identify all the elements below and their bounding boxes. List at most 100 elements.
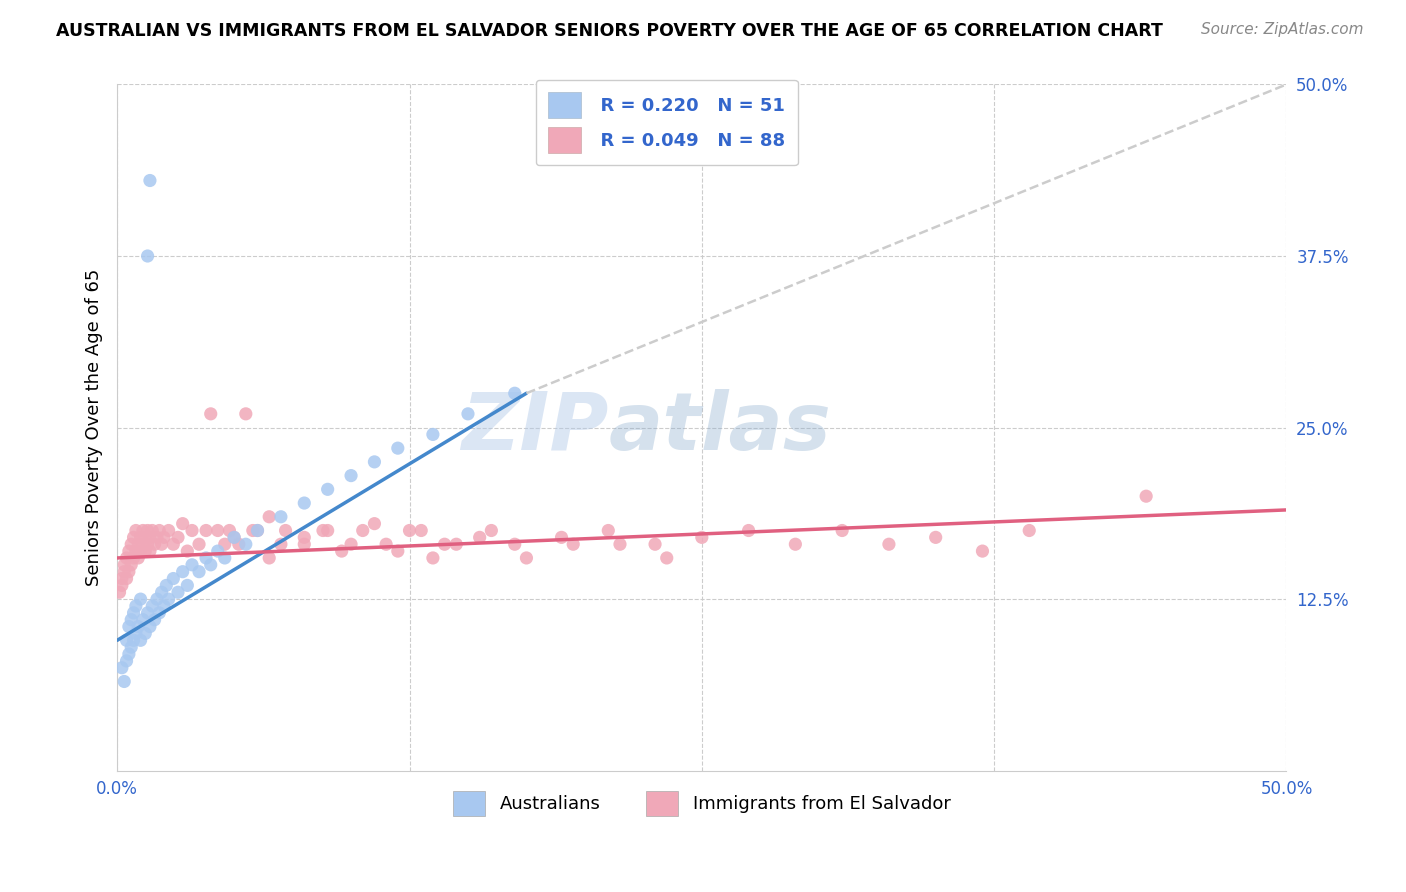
Point	[387, 544, 409, 558]
Point	[115, 572, 138, 586]
Point	[115, 633, 138, 648]
Point	[340, 537, 363, 551]
Point	[132, 524, 155, 538]
Point	[134, 626, 156, 640]
Point	[274, 524, 297, 538]
Point	[457, 407, 479, 421]
Point	[188, 565, 211, 579]
Point	[139, 619, 162, 633]
Y-axis label: Seniors Poverty Over the Age of 65: Seniors Poverty Over the Age of 65	[86, 268, 103, 586]
Point	[292, 530, 315, 544]
Point	[125, 626, 148, 640]
Point	[111, 578, 134, 592]
Point	[214, 537, 236, 551]
Point	[148, 606, 170, 620]
Point	[134, 530, 156, 544]
Point	[136, 606, 159, 620]
Point	[111, 661, 134, 675]
Point	[609, 537, 631, 551]
Point	[141, 599, 163, 613]
Point	[785, 537, 807, 551]
Point	[111, 572, 134, 586]
Point	[153, 530, 176, 544]
Point	[136, 524, 159, 538]
Point	[148, 524, 170, 538]
Point	[108, 585, 131, 599]
Point	[155, 578, 177, 592]
Point	[330, 544, 353, 558]
Point	[125, 544, 148, 558]
Text: atlas: atlas	[609, 389, 831, 467]
Point	[129, 633, 152, 648]
Point	[157, 592, 180, 607]
Point	[150, 585, 173, 599]
Point	[129, 592, 152, 607]
Point	[136, 537, 159, 551]
Point	[422, 427, 444, 442]
Point	[292, 496, 315, 510]
Point	[200, 407, 222, 421]
Point	[515, 551, 537, 566]
Point	[172, 565, 194, 579]
Point	[118, 619, 141, 633]
Point	[503, 537, 526, 551]
Point	[214, 551, 236, 566]
Point	[1135, 489, 1157, 503]
Point	[118, 565, 141, 579]
Point	[224, 530, 246, 544]
Point	[162, 572, 184, 586]
Point	[112, 674, 135, 689]
Text: AUSTRALIAN VS IMMIGRANTS FROM EL SALVADOR SENIORS POVERTY OVER THE AGE OF 65 COR: AUSTRALIAN VS IMMIGRANTS FROM EL SALVADO…	[56, 22, 1163, 40]
Point	[690, 530, 713, 544]
Point	[207, 524, 229, 538]
Point	[446, 537, 468, 551]
Point	[188, 537, 211, 551]
Point	[972, 544, 994, 558]
Point	[139, 544, 162, 558]
Point	[172, 516, 194, 531]
Point	[118, 647, 141, 661]
Point	[112, 565, 135, 579]
Point	[242, 524, 264, 538]
Point	[375, 537, 398, 551]
Point	[235, 537, 257, 551]
Point	[162, 537, 184, 551]
Legend: Australians, Immigrants from El Salvador: Australians, Immigrants from El Salvador	[446, 783, 957, 823]
Point	[167, 530, 190, 544]
Point	[257, 551, 280, 566]
Point	[122, 606, 145, 620]
Point	[246, 524, 269, 538]
Point	[129, 544, 152, 558]
Point	[120, 613, 142, 627]
Point	[433, 537, 456, 551]
Point	[127, 551, 149, 566]
Point	[143, 613, 166, 627]
Point	[195, 524, 218, 538]
Point	[146, 530, 169, 544]
Point	[139, 530, 162, 544]
Point	[363, 455, 385, 469]
Point	[120, 640, 142, 655]
Point	[129, 530, 152, 544]
Point	[363, 516, 385, 531]
Point	[115, 551, 138, 566]
Point	[655, 551, 678, 566]
Point	[153, 599, 176, 613]
Point	[200, 558, 222, 572]
Point	[134, 544, 156, 558]
Point	[479, 524, 502, 538]
Point	[224, 530, 246, 544]
Point	[550, 530, 572, 544]
Point	[270, 537, 292, 551]
Point	[118, 544, 141, 558]
Point	[503, 386, 526, 401]
Point	[422, 551, 444, 566]
Point	[246, 524, 269, 538]
Point	[235, 407, 257, 421]
Point	[176, 544, 198, 558]
Text: Source: ZipAtlas.com: Source: ZipAtlas.com	[1201, 22, 1364, 37]
Point	[468, 530, 491, 544]
Point	[352, 524, 374, 538]
Point	[598, 524, 620, 538]
Point	[143, 537, 166, 551]
